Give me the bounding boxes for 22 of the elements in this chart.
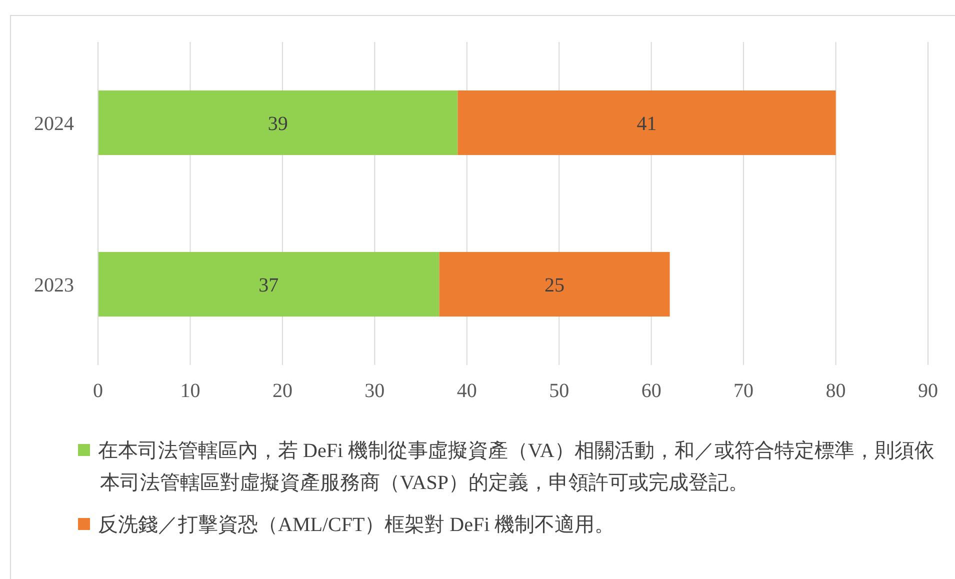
x-tick-label: 50 [549,380,570,402]
x-tick-label: 30 [364,380,385,402]
x-tick-label: 20 [272,380,292,402]
data-label: 39 [268,112,288,135]
data-label: 37 [258,274,279,296]
data-label: 41 [636,112,657,135]
bar [458,90,836,156]
x-tick-label: 70 [734,380,754,402]
bar [98,90,458,156]
y-tick-label: 2023 [34,274,74,296]
x-tick-label: 60 [641,380,662,402]
x-tick-label: 40 [456,380,477,402]
x-tick-label: 90 [918,380,938,402]
legend-label: 在本司法管轄區內，若 DeFi 機制從事虛擬資產（VA）相關活動，和／或符合特定標準，則須依本司法管轄區對虛擬資產服務商（VASP）的定義，申領許可或完成登記。 [98,440,934,494]
bar [98,252,440,317]
x-tick-label: 80 [826,380,846,402]
y-tick-label: 2024 [34,112,74,135]
bar [439,252,670,317]
legend-label: 反洗錢／打擊資恐（AML/CFT）框架對 DeFi 機制不適用。 [98,514,615,536]
x-tick-label: 0 [93,380,103,402]
data-label: 25 [544,274,564,296]
x-tick-label: 10 [180,380,200,402]
